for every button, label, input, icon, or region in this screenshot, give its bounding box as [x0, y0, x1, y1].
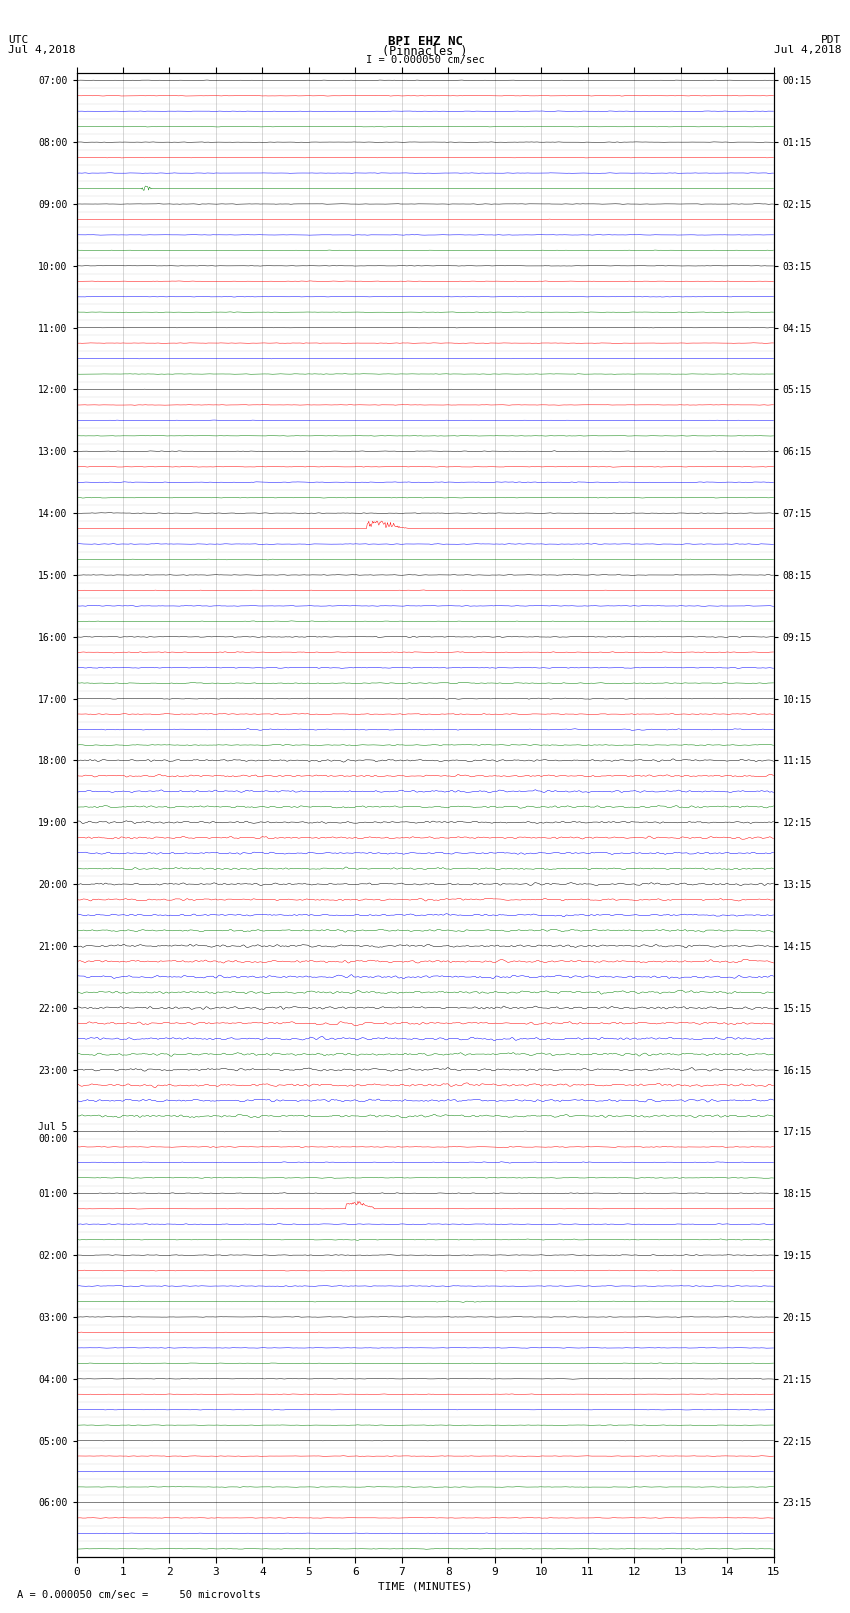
Text: Jul 4,2018: Jul 4,2018: [774, 45, 842, 55]
Text: UTC: UTC: [8, 35, 29, 45]
Text: I = 0.000050 cm/sec: I = 0.000050 cm/sec: [366, 55, 484, 65]
X-axis label: TIME (MINUTES): TIME (MINUTES): [377, 1581, 473, 1590]
Text: A = 0.000050 cm/sec =     50 microvolts: A = 0.000050 cm/sec = 50 microvolts: [17, 1590, 261, 1600]
Text: PDT: PDT: [821, 35, 842, 45]
Text: BPI EHZ NC: BPI EHZ NC: [388, 35, 462, 48]
Text: (Pinnacles ): (Pinnacles ): [382, 45, 468, 58]
Text: Jul 4,2018: Jul 4,2018: [8, 45, 76, 55]
